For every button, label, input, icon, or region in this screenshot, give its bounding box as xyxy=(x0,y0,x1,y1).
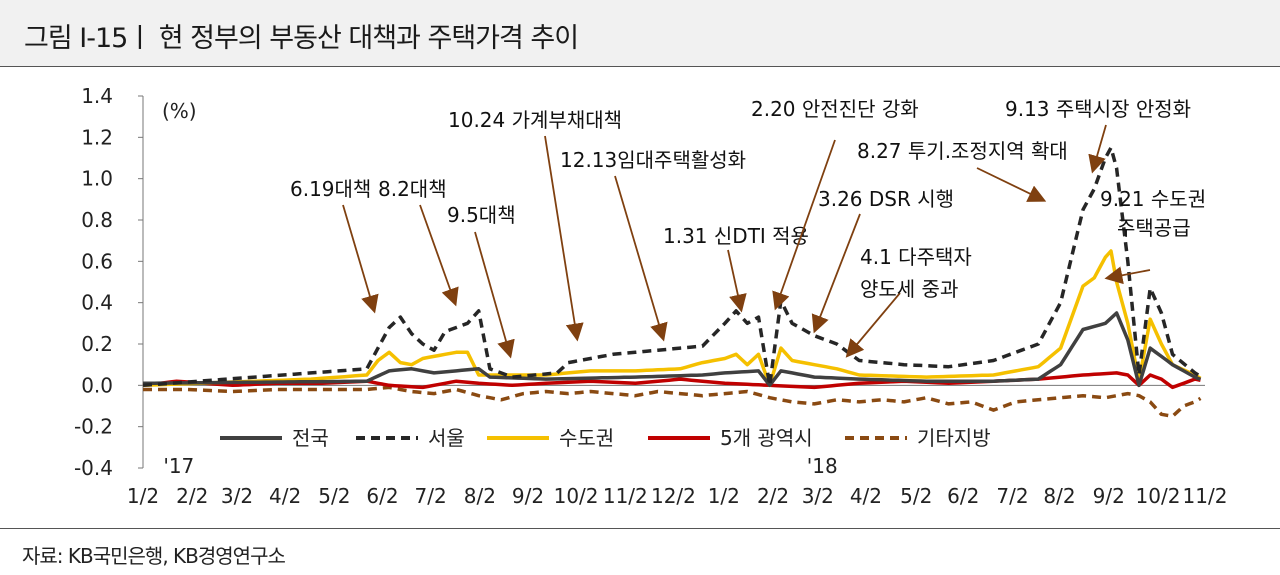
legend-label-3: 5개 광역시 xyxy=(720,426,813,450)
y-tick-label: 1.2 xyxy=(81,125,113,149)
x-tick-label: 3/2 xyxy=(802,484,834,508)
x-tick-label: 11/2 xyxy=(1183,484,1228,508)
legend-label-2: 수도권 xyxy=(559,426,614,450)
x-tick-label: 8/2 xyxy=(464,484,496,508)
annotation-arrow xyxy=(474,231,515,359)
x-tick-label: 10/2 xyxy=(1136,484,1181,508)
x-tick-label: 10/2 xyxy=(554,484,599,508)
annotation-label: 4.1 다주택자 xyxy=(860,245,972,269)
legend-label-4: 기타지방 xyxy=(917,426,991,450)
annotation-arrow xyxy=(772,139,836,311)
title-bar: 그림 Ⅰ-15ㅣ 현 정부의 부동산 대책과 주택가격 추이 xyxy=(0,0,1280,67)
x-tick-label: 6/2 xyxy=(947,484,979,508)
annotation-label: 9.5대책 xyxy=(447,203,516,227)
annotation-arrow xyxy=(342,204,379,314)
annotation-label: 10.24 가계부채대책 xyxy=(448,108,622,132)
y-tick-label: 0.6 xyxy=(81,249,113,273)
figure-title: 그림 Ⅰ-15ㅣ 현 정부의 부동산 대책과 주택가격 추이 xyxy=(24,23,579,54)
x-tick-label: 4/2 xyxy=(850,484,882,508)
annotation-label: 8.27 투기.조정지역 확대 xyxy=(857,139,1068,163)
x-tick-label: 4/2 xyxy=(269,484,301,508)
x-tick-label: 11/2 xyxy=(603,484,648,508)
annotation-label: 3.26 DSR 시행 xyxy=(818,187,954,211)
legend-label-0: 전국 xyxy=(292,426,329,450)
x-tick-label: 9/2 xyxy=(512,484,544,508)
annotation-label: 주택공급 xyxy=(1117,216,1191,240)
x-tick-label: 12/2 xyxy=(651,484,696,508)
x-tick-label: 5/2 xyxy=(900,484,932,508)
annotation-arrow xyxy=(419,204,459,307)
x-tick-label: 1/2 xyxy=(708,484,740,508)
series-line-4 xyxy=(143,385,1202,419)
y-tick-label: 0.8 xyxy=(81,208,113,232)
year-label: '17 xyxy=(163,454,194,478)
legend-label-1: 서울 xyxy=(428,426,465,450)
x-tick-label: 2/2 xyxy=(757,484,789,508)
y-tick-label: 1.0 xyxy=(81,167,113,191)
year-label: '18 xyxy=(807,454,838,478)
x-tick-label: 8/2 xyxy=(1043,484,1075,508)
annotation-label: 2.20 안전진단 강화 xyxy=(751,97,919,121)
annotation-label: 1.31 신DTI 적용 xyxy=(663,224,809,248)
y-unit-label: (%) xyxy=(162,99,197,123)
annotation-label: 12.13임대주택활성화 xyxy=(560,148,746,172)
y-tick-label: 0.0 xyxy=(81,373,113,397)
x-tick-label: 3/2 xyxy=(221,484,253,508)
annotation-label: 6.19대책 xyxy=(290,177,371,201)
annotation-label: 8.2대책 xyxy=(378,177,447,201)
x-tick-label: 5/2 xyxy=(318,484,350,508)
annotation-arrow xyxy=(1104,266,1151,285)
annotation-arrow xyxy=(544,135,584,342)
annotation-arrow xyxy=(976,167,1047,202)
y-tick-label: -0.2 xyxy=(74,415,113,439)
annotation-label: 9.13 주택시장 안정화 xyxy=(1005,97,1191,121)
x-tick-label: 2/2 xyxy=(176,484,208,508)
x-tick-label: 7/2 xyxy=(415,484,447,508)
source-divider xyxy=(0,528,1280,529)
x-tick-label: 7/2 xyxy=(996,484,1028,508)
y-tick-label: 0.4 xyxy=(81,291,113,315)
series-line-1 xyxy=(142,145,1202,388)
x-tick-label: 6/2 xyxy=(366,484,398,508)
annotation-arrow xyxy=(845,292,901,358)
annotation-arrow xyxy=(1088,124,1107,174)
annotation-arrow xyxy=(811,213,861,334)
annotation-arrow xyxy=(614,175,668,342)
x-tick-label: 9/2 xyxy=(1093,484,1125,508)
annotation-label: 9.21 수도권 xyxy=(1100,187,1206,211)
y-tick-label: 1.4 xyxy=(81,84,113,108)
y-tick-label: 0.2 xyxy=(81,332,113,356)
annotation-label: 양도세 중과 xyxy=(860,277,958,301)
series-line-0 xyxy=(142,311,1202,388)
annotation-arrow xyxy=(727,249,747,313)
series-line-2 xyxy=(142,249,1202,388)
y-tick-label: -0.4 xyxy=(74,456,113,480)
x-tick-label: 1/2 xyxy=(127,484,159,508)
source-note: 자료: KB국민은행, KB경영연구소 xyxy=(22,544,286,568)
